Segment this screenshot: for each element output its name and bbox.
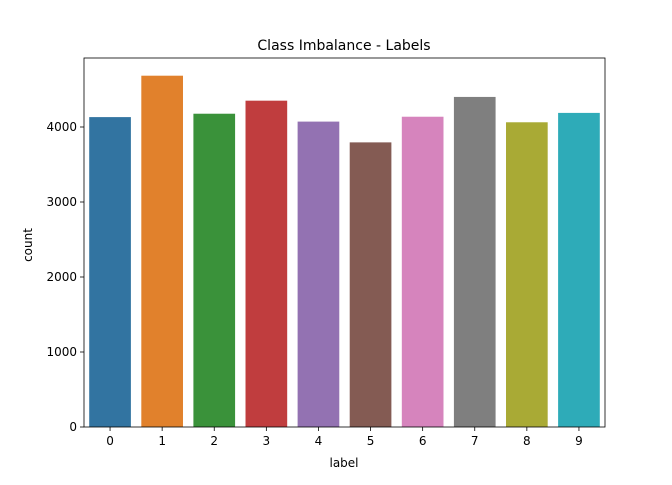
y-tick-label-0: 0 — [69, 420, 77, 434]
bar-3 — [245, 100, 288, 428]
x-tick-label-9: 9 — [575, 434, 583, 448]
bar-5 — [349, 142, 392, 427]
y-tick-label-1000: 1000 — [46, 345, 77, 359]
x-tick-label-1: 1 — [158, 434, 166, 448]
y-tick-label-4000: 4000 — [46, 120, 77, 134]
x-tick-label-7: 7 — [471, 434, 479, 448]
x-axis-ticks: 0 1 2 3 4 5 6 7 8 9 — [106, 427, 583, 448]
bar-2 — [193, 113, 236, 427]
x-tick-label-4: 4 — [315, 434, 323, 448]
x-tick-label-8: 8 — [523, 434, 531, 448]
x-tick-label-3: 3 — [263, 434, 271, 448]
bar-0 — [89, 117, 131, 427]
bar-1 — [141, 75, 183, 427]
y-tick-label-3000: 3000 — [46, 195, 77, 209]
y-tick-label-2000: 2000 — [46, 270, 77, 284]
y-axis-label: count — [21, 228, 35, 262]
x-tick-label-0: 0 — [106, 434, 114, 448]
bar-8 — [506, 122, 548, 428]
plot-frame — [83, 57, 606, 428]
bar-9 — [558, 112, 600, 428]
bar-6 — [401, 116, 444, 427]
bar-4 — [297, 121, 340, 427]
x-tick-label-2: 2 — [210, 434, 218, 448]
chart-title: Class Imbalance - Labels — [257, 38, 430, 54]
bars-layer — [89, 75, 600, 428]
x-tick-label-5: 5 — [367, 434, 375, 448]
y-axis-ticks: 0 1000 2000 3000 4000 — [46, 120, 84, 434]
x-tick-label-6: 6 — [419, 434, 427, 448]
x-axis-label: label — [329, 456, 358, 470]
bar-7 — [453, 96, 496, 428]
